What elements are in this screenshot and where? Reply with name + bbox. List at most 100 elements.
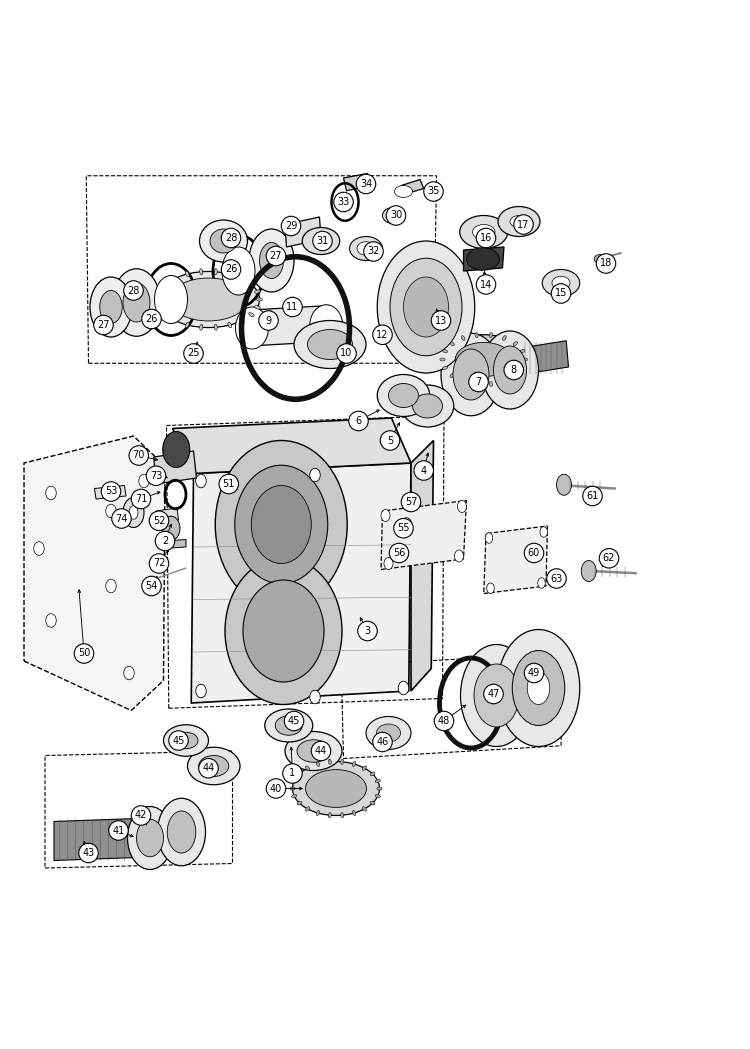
Ellipse shape: [228, 322, 232, 328]
Text: 27: 27: [270, 251, 282, 261]
Text: 74: 74: [116, 514, 128, 523]
Text: 63: 63: [550, 574, 562, 583]
Text: 26: 26: [225, 264, 237, 275]
Ellipse shape: [352, 762, 356, 767]
Text: 45: 45: [172, 735, 184, 746]
Circle shape: [386, 206, 406, 226]
Ellipse shape: [170, 278, 248, 321]
Ellipse shape: [376, 724, 400, 742]
Circle shape: [356, 174, 376, 194]
Ellipse shape: [450, 342, 454, 345]
Ellipse shape: [124, 666, 134, 680]
Ellipse shape: [316, 762, 320, 767]
Text: 73: 73: [150, 471, 162, 480]
Ellipse shape: [214, 324, 217, 330]
Text: 5: 5: [387, 435, 393, 446]
Circle shape: [283, 297, 302, 317]
Polygon shape: [164, 539, 186, 549]
Ellipse shape: [106, 579, 116, 593]
Ellipse shape: [527, 671, 550, 705]
Polygon shape: [191, 463, 411, 703]
Circle shape: [504, 360, 524, 380]
Ellipse shape: [139, 474, 149, 488]
Ellipse shape: [297, 801, 302, 805]
Circle shape: [551, 283, 571, 303]
Ellipse shape: [157, 290, 163, 294]
Text: 4: 4: [421, 466, 427, 475]
Circle shape: [109, 820, 128, 840]
Polygon shape: [519, 341, 568, 374]
Text: 41: 41: [112, 826, 125, 835]
Ellipse shape: [235, 466, 328, 583]
Ellipse shape: [503, 336, 506, 341]
Ellipse shape: [489, 333, 493, 338]
Ellipse shape: [292, 779, 297, 783]
Circle shape: [281, 216, 301, 236]
Ellipse shape: [497, 629, 580, 747]
Text: 33: 33: [338, 197, 350, 207]
Circle shape: [349, 411, 368, 431]
Circle shape: [74, 644, 94, 663]
Ellipse shape: [316, 811, 320, 815]
Ellipse shape: [46, 614, 56, 627]
Ellipse shape: [34, 541, 44, 555]
Ellipse shape: [394, 186, 412, 197]
Ellipse shape: [512, 650, 565, 726]
Text: 26: 26: [146, 314, 158, 324]
Circle shape: [169, 731, 188, 750]
Ellipse shape: [214, 269, 217, 275]
Ellipse shape: [236, 307, 268, 349]
Ellipse shape: [164, 725, 209, 756]
Circle shape: [364, 241, 383, 261]
Ellipse shape: [199, 755, 229, 776]
Ellipse shape: [188, 747, 240, 785]
Ellipse shape: [228, 272, 232, 277]
Ellipse shape: [494, 346, 526, 394]
Circle shape: [424, 181, 443, 201]
Ellipse shape: [520, 349, 525, 352]
Text: 55: 55: [398, 523, 410, 533]
Circle shape: [337, 344, 356, 363]
Text: 40: 40: [270, 784, 282, 793]
Ellipse shape: [163, 431, 190, 468]
Text: 71: 71: [135, 494, 147, 504]
Circle shape: [313, 231, 332, 251]
Polygon shape: [401, 179, 424, 194]
Ellipse shape: [249, 229, 294, 292]
Text: 27: 27: [98, 320, 109, 330]
Text: 9: 9: [266, 316, 272, 325]
Ellipse shape: [157, 305, 163, 309]
Text: 6: 6: [356, 416, 362, 426]
Circle shape: [94, 316, 113, 335]
Ellipse shape: [370, 772, 375, 776]
Text: 11: 11: [286, 302, 298, 312]
Ellipse shape: [460, 644, 532, 747]
Ellipse shape: [240, 276, 244, 281]
Ellipse shape: [285, 731, 342, 771]
Ellipse shape: [472, 224, 495, 239]
Ellipse shape: [163, 282, 168, 286]
Circle shape: [219, 474, 239, 494]
Ellipse shape: [594, 255, 606, 263]
Ellipse shape: [522, 358, 528, 361]
Ellipse shape: [129, 506, 138, 519]
Circle shape: [266, 247, 286, 265]
Ellipse shape: [461, 379, 465, 383]
Polygon shape: [94, 486, 126, 499]
Ellipse shape: [136, 819, 164, 857]
Ellipse shape: [305, 770, 367, 808]
Circle shape: [547, 569, 566, 588]
Ellipse shape: [154, 276, 188, 323]
Circle shape: [476, 275, 496, 295]
Ellipse shape: [154, 298, 160, 301]
Ellipse shape: [503, 379, 506, 383]
Text: 50: 50: [78, 648, 90, 659]
Ellipse shape: [200, 269, 202, 275]
Ellipse shape: [440, 358, 446, 361]
Ellipse shape: [520, 366, 525, 369]
Ellipse shape: [376, 787, 382, 790]
Ellipse shape: [249, 282, 254, 286]
Text: 32: 32: [368, 247, 380, 257]
Text: 16: 16: [480, 233, 492, 243]
Ellipse shape: [240, 318, 244, 323]
